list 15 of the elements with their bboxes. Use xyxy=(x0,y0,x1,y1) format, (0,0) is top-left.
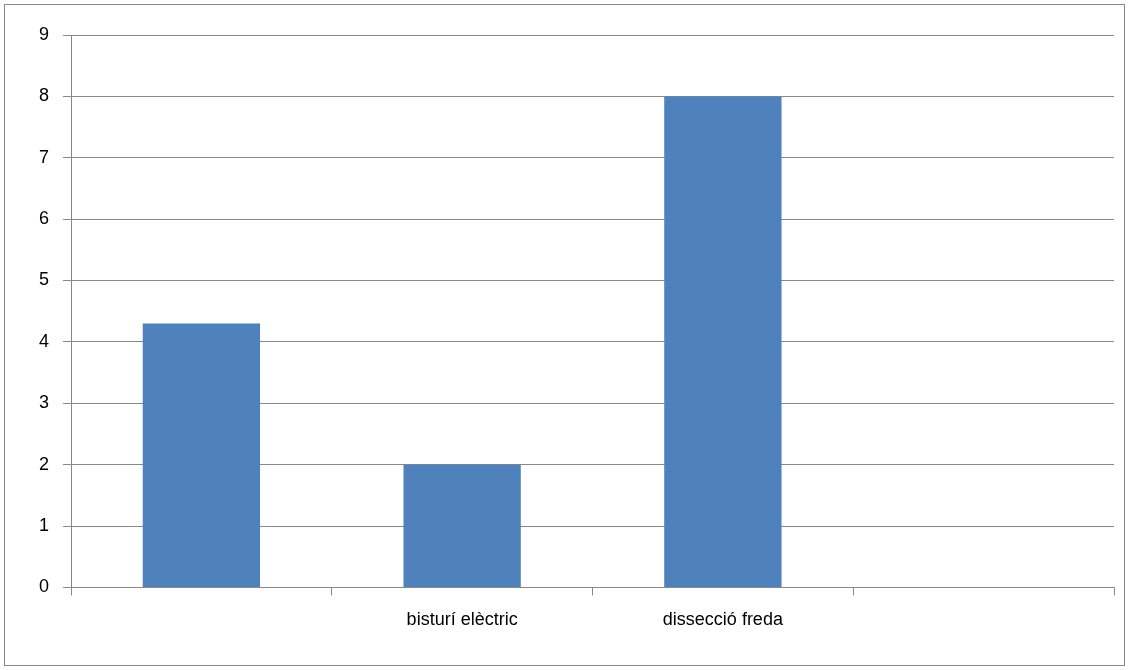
y-tick-label: 3 xyxy=(39,392,50,413)
bar xyxy=(142,323,261,587)
y-tick-label: 2 xyxy=(39,453,50,474)
y-tick-label: 7 xyxy=(39,146,50,167)
x-tick-label: dissecció freda xyxy=(662,609,784,630)
x-tick-label: bisturí elèctric xyxy=(406,609,518,630)
y-tick-label: 6 xyxy=(39,208,50,229)
y-tick-label: 0 xyxy=(39,576,50,597)
y-tick-label: 9 xyxy=(39,23,50,44)
bar xyxy=(664,96,782,587)
y-tick-label: 8 xyxy=(39,85,50,106)
y-tick-label: 4 xyxy=(39,330,50,351)
bar xyxy=(403,464,521,587)
y-tick-label: 5 xyxy=(39,269,50,290)
y-tick-label: 1 xyxy=(39,514,50,535)
